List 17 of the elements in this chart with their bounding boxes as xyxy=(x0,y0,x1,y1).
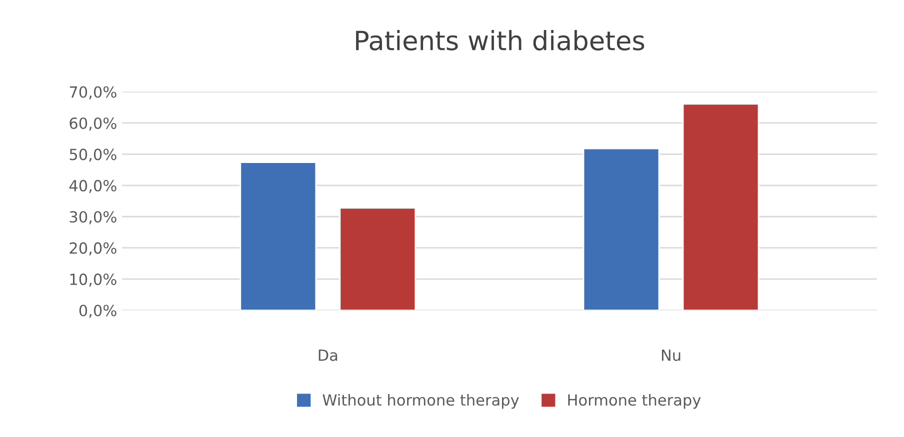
bar xyxy=(582,148,660,310)
x-tick-label: Nu xyxy=(662,350,680,361)
bar xyxy=(339,207,416,310)
bar xyxy=(682,103,760,310)
x-tick-label: Da xyxy=(318,350,338,361)
y-tick-label: 60,0% xyxy=(70,117,116,131)
legend-label: Without hormone therapy xyxy=(322,394,519,409)
y-tick-label: 50,0% xyxy=(70,148,116,162)
chart-title: Patients with diabetes xyxy=(356,30,644,50)
bar xyxy=(240,162,317,310)
y-tick-label: 40,0% xyxy=(69,180,116,193)
legend-label: Hormone therapy xyxy=(568,394,701,409)
y-tick-label: 70,0% xyxy=(70,86,116,100)
y-tick-label: 10,0% xyxy=(70,274,116,287)
y-tick-label: 30,0% xyxy=(70,211,116,224)
y-tick-label: 20,0% xyxy=(70,242,116,256)
y-tick-label: 0,0% xyxy=(79,304,116,318)
